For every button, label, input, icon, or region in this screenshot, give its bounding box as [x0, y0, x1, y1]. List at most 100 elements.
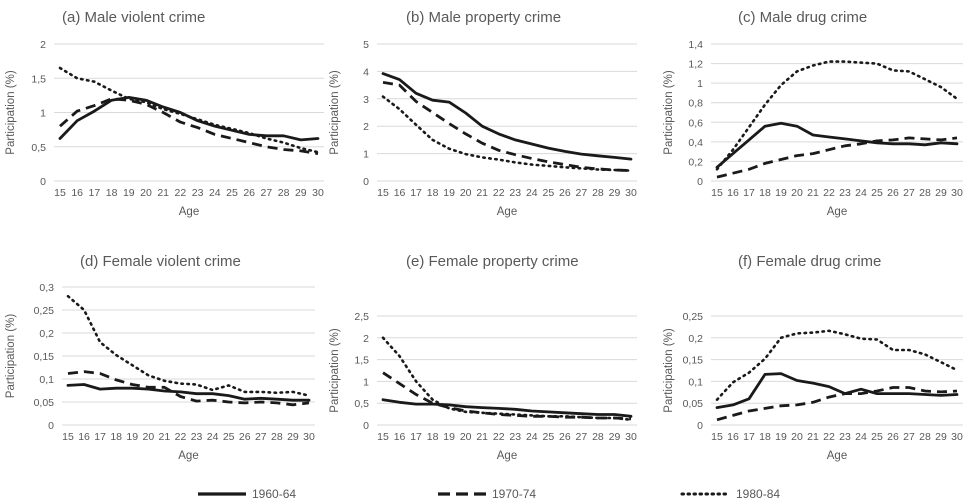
chart-title: (a) Male violent crime	[62, 9, 205, 26]
x-tick-label: 15	[711, 187, 723, 199]
x-tick-label: 26	[887, 431, 899, 443]
series-line-1970-74	[382, 81, 632, 172]
x-tick-label: 18	[759, 431, 771, 443]
x-tick-label: 20	[460, 187, 472, 199]
x-tick-label: 18	[759, 187, 771, 199]
x-tick-label: 27	[903, 431, 915, 443]
y-tick-label: 0,05	[34, 397, 55, 409]
y-tick-label: 1	[697, 78, 703, 90]
x-tick-label: 28	[271, 431, 283, 443]
x-tick-label: 19	[775, 431, 787, 443]
x-tick-label: 27	[261, 187, 273, 199]
x-tick-label: 16	[394, 431, 406, 443]
chart-title: (d) Female violent crime	[80, 253, 241, 270]
x-tick-label: 23	[509, 431, 521, 443]
series-line-1980-84	[715, 329, 959, 402]
x-tick-label: 24	[855, 431, 867, 443]
y-tick-label: 3	[363, 94, 369, 106]
x-tick-label: 26	[887, 187, 899, 199]
y-tick-label: 0	[363, 420, 369, 432]
x-tick-label: 22	[493, 431, 505, 443]
y-tick-label: 0,5	[354, 398, 369, 410]
x-tick-label: 30	[312, 187, 324, 199]
x-tick-label: 24	[855, 187, 867, 199]
series-line-1970-74	[716, 136, 958, 179]
y-tick-label: 4	[363, 66, 369, 78]
y-tick-label: 2,5	[354, 311, 369, 323]
x-tick-label: 20	[791, 187, 803, 199]
x-tick-label: 26	[559, 431, 571, 443]
series-line-1970-74	[382, 371, 632, 421]
x-tick-label: 28	[919, 431, 931, 443]
x-axis-label: Age	[497, 450, 517, 462]
y-axis-label: Participation (%)	[329, 328, 341, 413]
panel-3: (c) Male drug crime 0 0,2 0,4 0,6 0,8 1 1,2 1,4 1…	[663, 9, 963, 218]
x-tick-label: 17	[410, 187, 422, 199]
y-tick-label: 0,25	[683, 311, 704, 323]
legend-label-1970-74: 1970-74	[492, 487, 536, 501]
x-tick-label: 17	[410, 431, 422, 443]
x-tick-label: 27	[903, 187, 915, 199]
y-tick-label: 0,3	[39, 282, 54, 294]
panel-5: (e) Female property crime 0 0,5 1 1,5 2 2,5 15 1…	[329, 253, 637, 462]
x-tick-label: 21	[476, 187, 488, 199]
x-tick-label: 18	[427, 431, 439, 443]
x-tick-label: 24	[526, 187, 538, 199]
y-tick-label: 0,5	[31, 142, 46, 154]
series-line-1980-84	[715, 60, 959, 171]
x-tick-label: 22	[175, 187, 187, 199]
legend: 1960-64 1970-74 1980-84	[198, 487, 780, 501]
x-tick-label: 21	[159, 431, 171, 443]
y-axis-label: Participation (%)	[663, 328, 675, 413]
x-tick-label: 22	[823, 187, 835, 199]
y-tick-label: 0,15	[683, 355, 704, 367]
series-line-1960-64	[58, 96, 320, 142]
x-tick-label: 23	[191, 431, 203, 443]
x-tick-label: 19	[123, 187, 135, 199]
x-tick-label: 21	[157, 187, 169, 199]
y-tick-label: 0	[697, 176, 703, 188]
x-axis-label: Age	[497, 206, 517, 218]
y-tick-label: 1,5	[31, 73, 46, 85]
x-tick-label: 23	[839, 431, 851, 443]
x-tick-label: 27	[576, 431, 588, 443]
y-tick-label: 2	[363, 121, 369, 133]
x-tick-label: 15	[54, 187, 66, 199]
x-tick-label: 26	[243, 187, 255, 199]
y-tick-label: 0,4	[688, 137, 703, 149]
x-tick-label: 29	[609, 431, 621, 443]
x-tick-label: 24	[526, 431, 538, 443]
x-tick-label: 18	[106, 187, 118, 199]
y-axis-label: Participation (%)	[5, 70, 17, 155]
series-line-1970-74	[67, 370, 310, 407]
x-tick-label: 25	[542, 187, 554, 199]
series-line-1970-74	[59, 97, 319, 155]
x-axis-label: Age	[827, 450, 847, 462]
y-axis-label: Participation (%)	[329, 70, 341, 155]
x-tick-label: 22	[493, 187, 505, 199]
y-tick-label: 0	[697, 420, 703, 432]
y-tick-label: 0,1	[688, 376, 703, 388]
x-tick-label: 21	[807, 431, 819, 443]
y-tick-label: 1	[363, 149, 369, 161]
panel-4: (d) Female violent crime 0 0,05 0,1 0,15 0,2 0…	[5, 253, 315, 462]
x-tick-label: 30	[625, 431, 637, 443]
y-tick-label: 0,15	[34, 351, 55, 363]
x-tick-label: 22	[823, 431, 835, 443]
y-tick-label: 1,4	[688, 39, 703, 51]
chart-title: (b) Male property crime	[406, 9, 561, 26]
x-tick-label: 15	[62, 431, 74, 443]
panel-6: (f) Female drug crime 0 0,05 0,1 0,15 0,2 0,25…	[663, 253, 963, 462]
x-tick-label: 19	[443, 431, 455, 443]
x-tick-label: 15	[711, 431, 723, 443]
y-axis-label: Participation (%)	[5, 314, 17, 399]
x-tick-label: 16	[727, 187, 739, 199]
panels: (a) Male violent crime 0 0,5 1 1,5 2 15 16 17 18 1…	[5, 9, 963, 462]
x-tick-label: 25	[223, 431, 235, 443]
x-tick-label: 30	[951, 187, 963, 199]
x-axis-label: Age	[178, 450, 198, 462]
x-tick-label: 21	[807, 187, 819, 199]
x-tick-label: 19	[126, 431, 138, 443]
y-tick-label: 0	[363, 176, 369, 188]
